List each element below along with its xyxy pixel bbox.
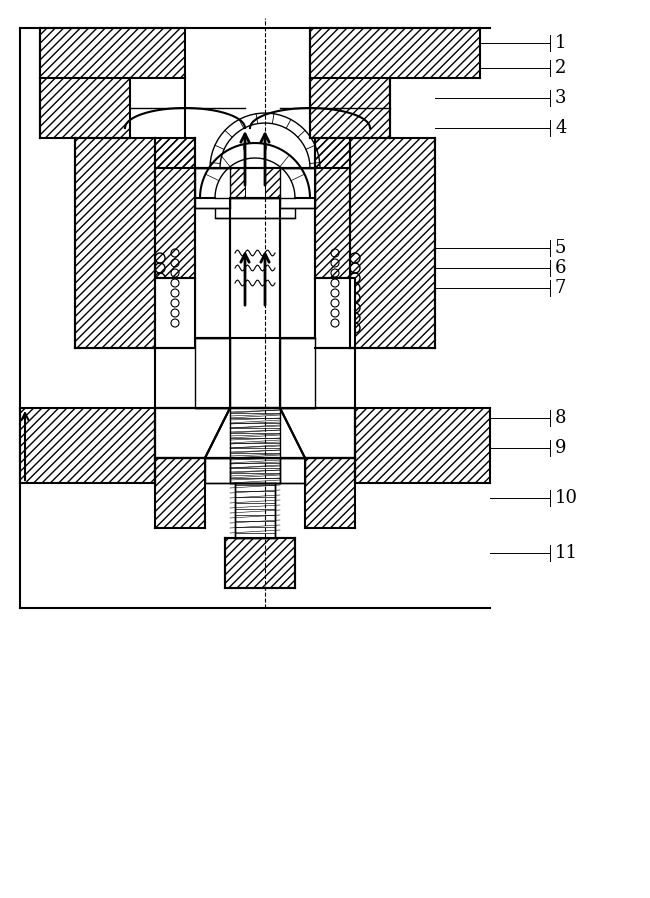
- Polygon shape: [280, 168, 315, 208]
- Text: 9: 9: [555, 439, 567, 457]
- Polygon shape: [155, 278, 195, 348]
- Text: 1: 1: [555, 34, 567, 52]
- Text: 11: 11: [555, 544, 578, 562]
- Polygon shape: [230, 198, 280, 408]
- Polygon shape: [315, 278, 355, 348]
- Text: 2: 2: [555, 59, 566, 77]
- Polygon shape: [230, 408, 280, 483]
- Text: 4: 4: [555, 119, 566, 137]
- Polygon shape: [280, 338, 315, 408]
- Text: 5: 5: [555, 239, 566, 257]
- Polygon shape: [195, 168, 315, 338]
- Text: 6: 6: [555, 259, 567, 277]
- Polygon shape: [225, 538, 295, 588]
- Polygon shape: [195, 338, 230, 408]
- Text: 8: 8: [555, 409, 567, 427]
- Text: 3: 3: [555, 89, 567, 107]
- Polygon shape: [215, 198, 295, 218]
- Polygon shape: [195, 168, 230, 208]
- Text: 7: 7: [555, 279, 566, 297]
- Polygon shape: [205, 408, 305, 458]
- Text: 10: 10: [555, 489, 578, 507]
- Polygon shape: [155, 408, 355, 458]
- Polygon shape: [205, 458, 305, 483]
- Polygon shape: [235, 483, 275, 538]
